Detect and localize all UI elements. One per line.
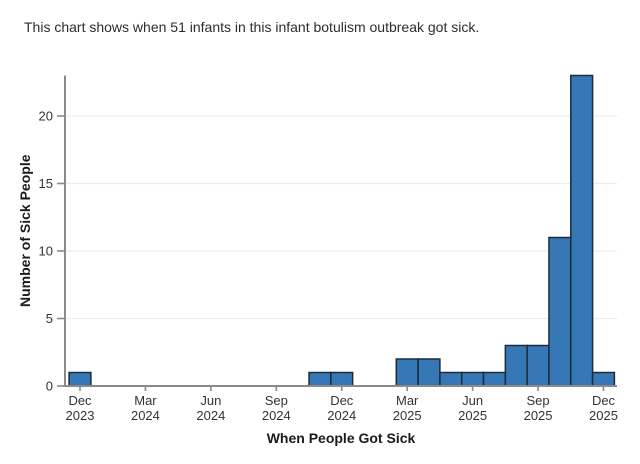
bar-aug-2025[interactable] [504,344,528,387]
x-axis-title: When People Got Sick [267,430,416,446]
x-tick-month-18: Jun [462,393,483,408]
x-tick-year-18: 2025 [458,408,487,423]
x-tick-month-0: Dec [68,393,92,408]
bars [68,74,616,387]
x-tick-year-24: 2025 [589,408,618,423]
x-axis-ticks: Dec2023Mar2024Jun2024Sep2024Dec2024Mar20… [66,386,618,423]
y-tick-label-15: 15 [39,176,53,191]
bar-dec-2023[interactable] [68,371,92,387]
x-tick-year-3: 2024 [131,408,160,423]
bar-apr-2025[interactable] [417,358,441,387]
chart-area: 0 5 10 15 20 Dec 2023 Mar 2024 Jun 2024 Sep 2024 Dec 2… [0,60,640,464]
bar-sep-2025[interactable] [526,344,550,387]
x-tick-month-9: Sep [265,393,288,408]
bar-nov-2024[interactable] [308,371,332,387]
x-tick-month-3: Mar [134,393,157,408]
x-tick-year-0: 2023 [66,408,95,423]
y-tick-label-10: 10 [39,244,53,259]
x-tick-year-6: 2024 [196,408,225,423]
x-tick-month-6: Jun [200,393,221,408]
y-axis-title: Number of Sick People [17,154,33,307]
axis-labels: When People Got Sick Number of Sick Peopl… [17,154,415,446]
bar-jul-2025[interactable] [482,371,507,387]
chart-title: This chart shows when 51 infants in this… [24,19,480,35]
x-tick-month-24: Dec [592,393,616,408]
bar-mar-2025[interactable] [395,358,419,387]
epi-curve-chart: 05101520Dec2023Mar2024Jun2024Sep2024Dec2… [17,74,618,446]
x-tick-month-12: Dec [330,393,354,408]
x-tick-month-21: Sep [526,393,549,408]
x-tick-month-15: Mar [396,393,419,408]
axes [64,75,617,387]
y-tick-label-5: 5 [46,311,53,326]
bar-dec-2024[interactable] [330,371,354,387]
bar-may-2025[interactable] [439,371,463,387]
x-tick-year-21: 2025 [524,408,553,423]
bar-nov-2025[interactable] [570,74,594,387]
x-tick-year-9: 2024 [262,408,291,423]
y-tick-label-0: 0 [46,379,53,394]
bar-oct-2025[interactable] [548,236,572,387]
gridlines [65,115,617,320]
x-tick-year-15: 2025 [393,408,422,423]
y-axis-ticks: 0 5 10 15 20 [39,109,65,394]
bar-dec-2025[interactable] [591,371,616,387]
x-tick-year-12: 2024 [327,408,356,423]
bar-jun-2025[interactable] [460,371,485,387]
y-tick-label-20: 20 [39,109,53,124]
